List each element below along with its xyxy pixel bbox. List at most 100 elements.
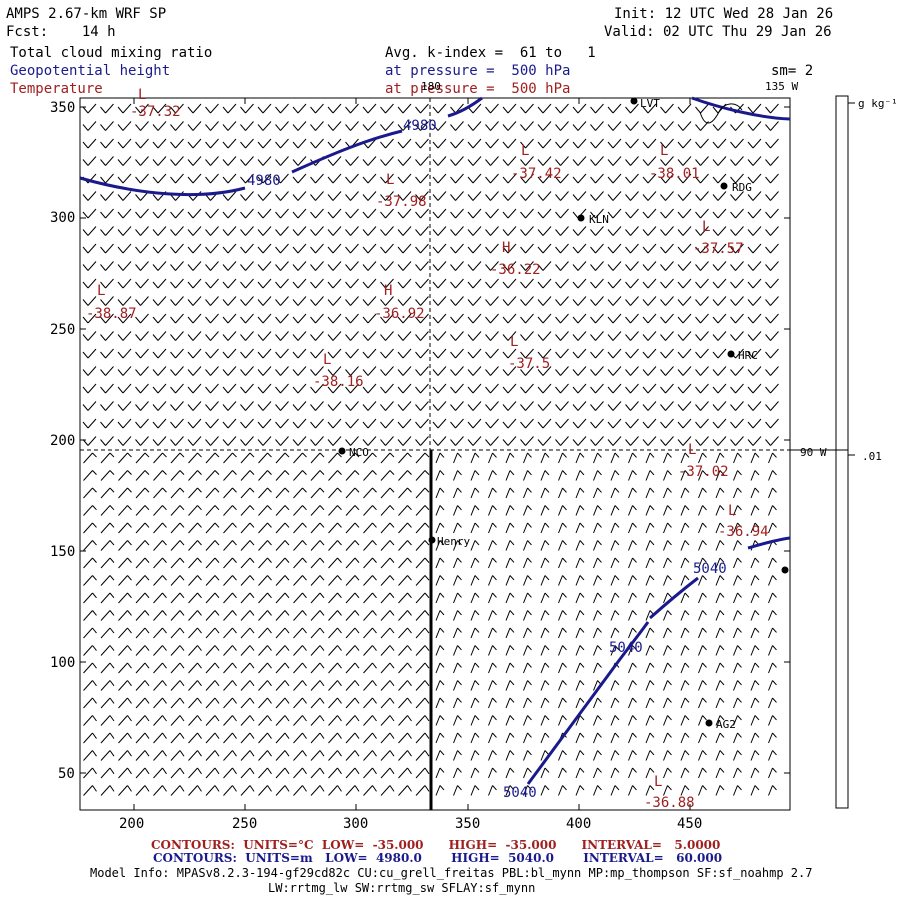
wind-barb (310, 697, 325, 709)
wind-barb (625, 121, 639, 131)
wind-barb (660, 401, 674, 411)
wind-barb (188, 540, 202, 551)
meridian-135-label: 135 W (765, 80, 799, 93)
wind-barb (258, 785, 272, 796)
contour-5040-ne (691, 96, 791, 121)
wind-barb (432, 208, 447, 219)
wind-barb (118, 540, 132, 551)
wind-barb (540, 522, 550, 534)
wind-barb (733, 592, 742, 604)
wind-barb (415, 540, 430, 551)
wind-barb (363, 610, 377, 621)
wind-barb (453, 452, 462, 464)
wind-barb (380, 208, 394, 219)
wind-barb (733, 522, 742, 534)
wind-barb (205, 680, 220, 691)
wind-barb (275, 156, 289, 166)
wind-barb (645, 592, 655, 604)
wind-barb (698, 767, 707, 779)
wind-barb (415, 715, 430, 726)
wind-barb (415, 732, 430, 744)
wind-barb (240, 575, 255, 586)
wind-barb (695, 103, 709, 114)
wind-barb (590, 278, 604, 289)
wind-barb (362, 383, 377, 394)
wind-barb (153, 470, 167, 481)
station-dot (720, 182, 728, 190)
wind-barb (415, 243, 429, 254)
wind-barb (610, 505, 620, 516)
wind-barb (712, 261, 727, 271)
wind-barb (558, 715, 567, 726)
wind-barb (610, 697, 620, 709)
wind-barb (733, 610, 742, 621)
wind-barb (677, 313, 692, 324)
wind-barb (505, 452, 515, 464)
wind-barb (505, 732, 515, 744)
wind-barb (100, 331, 114, 341)
wind-barb (520, 243, 534, 254)
wind-barb (520, 121, 534, 131)
wind-barb (765, 103, 779, 114)
wind-barb (188, 627, 202, 639)
wind-barb (345, 173, 359, 184)
wind-barb (83, 732, 97, 744)
wind-barb (520, 366, 534, 376)
wind-barb (345, 662, 360, 674)
wind-barb (117, 366, 132, 376)
wind-barb (625, 296, 639, 306)
wind-barb (205, 767, 220, 779)
wind-barb (450, 418, 464, 429)
wind-barb (118, 697, 132, 709)
wind-barb (590, 173, 604, 184)
wind-barb (327, 121, 342, 131)
wind-barb (558, 767, 567, 779)
wind-barb (730, 418, 744, 429)
wind-barb (293, 680, 307, 691)
wind-barb (327, 138, 342, 149)
wind-barb (593, 522, 602, 534)
wind-barb (117, 436, 132, 446)
wind-barb (345, 243, 359, 254)
wind-barb (153, 697, 167, 709)
wind-barb (240, 226, 254, 236)
wind-barb (135, 208, 149, 219)
wind-barb (362, 296, 377, 306)
contour-5040-east (747, 536, 791, 550)
wind-barb (520, 313, 534, 324)
wind-barb (83, 470, 97, 481)
wind-barb (450, 436, 464, 446)
wind-barb (610, 592, 620, 604)
wind-barb (415, 261, 429, 271)
extremum-value: -36.92 (374, 306, 425, 322)
wind-barb (100, 575, 115, 586)
wind-barb (593, 785, 602, 796)
wind-barb (100, 383, 114, 394)
wind-barb (380, 313, 394, 324)
wind-barb (610, 732, 620, 744)
wind-barb (258, 592, 272, 604)
wind-barb (680, 487, 690, 499)
wind-barb (663, 592, 672, 604)
wind-barb (222, 243, 237, 254)
wind-barb (152, 348, 167, 359)
wind-barb (187, 313, 202, 324)
extremum-value: -37.32 (130, 104, 181, 120)
wind-barb (558, 662, 567, 674)
wind-barb (593, 697, 602, 709)
wind-barb (135, 121, 149, 131)
wind-barb (345, 348, 359, 359)
wind-barb (205, 645, 220, 656)
wind-barb (310, 418, 324, 429)
wind-barb (575, 575, 585, 586)
wind-barb (642, 331, 657, 341)
wind-barb (345, 156, 359, 166)
wind-barb (170, 487, 185, 499)
wind-barb (467, 243, 482, 254)
wind-barb (555, 156, 569, 166)
wind-barb (432, 156, 447, 166)
wind-barb (677, 156, 692, 166)
wind-barb (747, 103, 762, 114)
wind-barb (555, 191, 569, 201)
wind-barb (293, 522, 307, 534)
